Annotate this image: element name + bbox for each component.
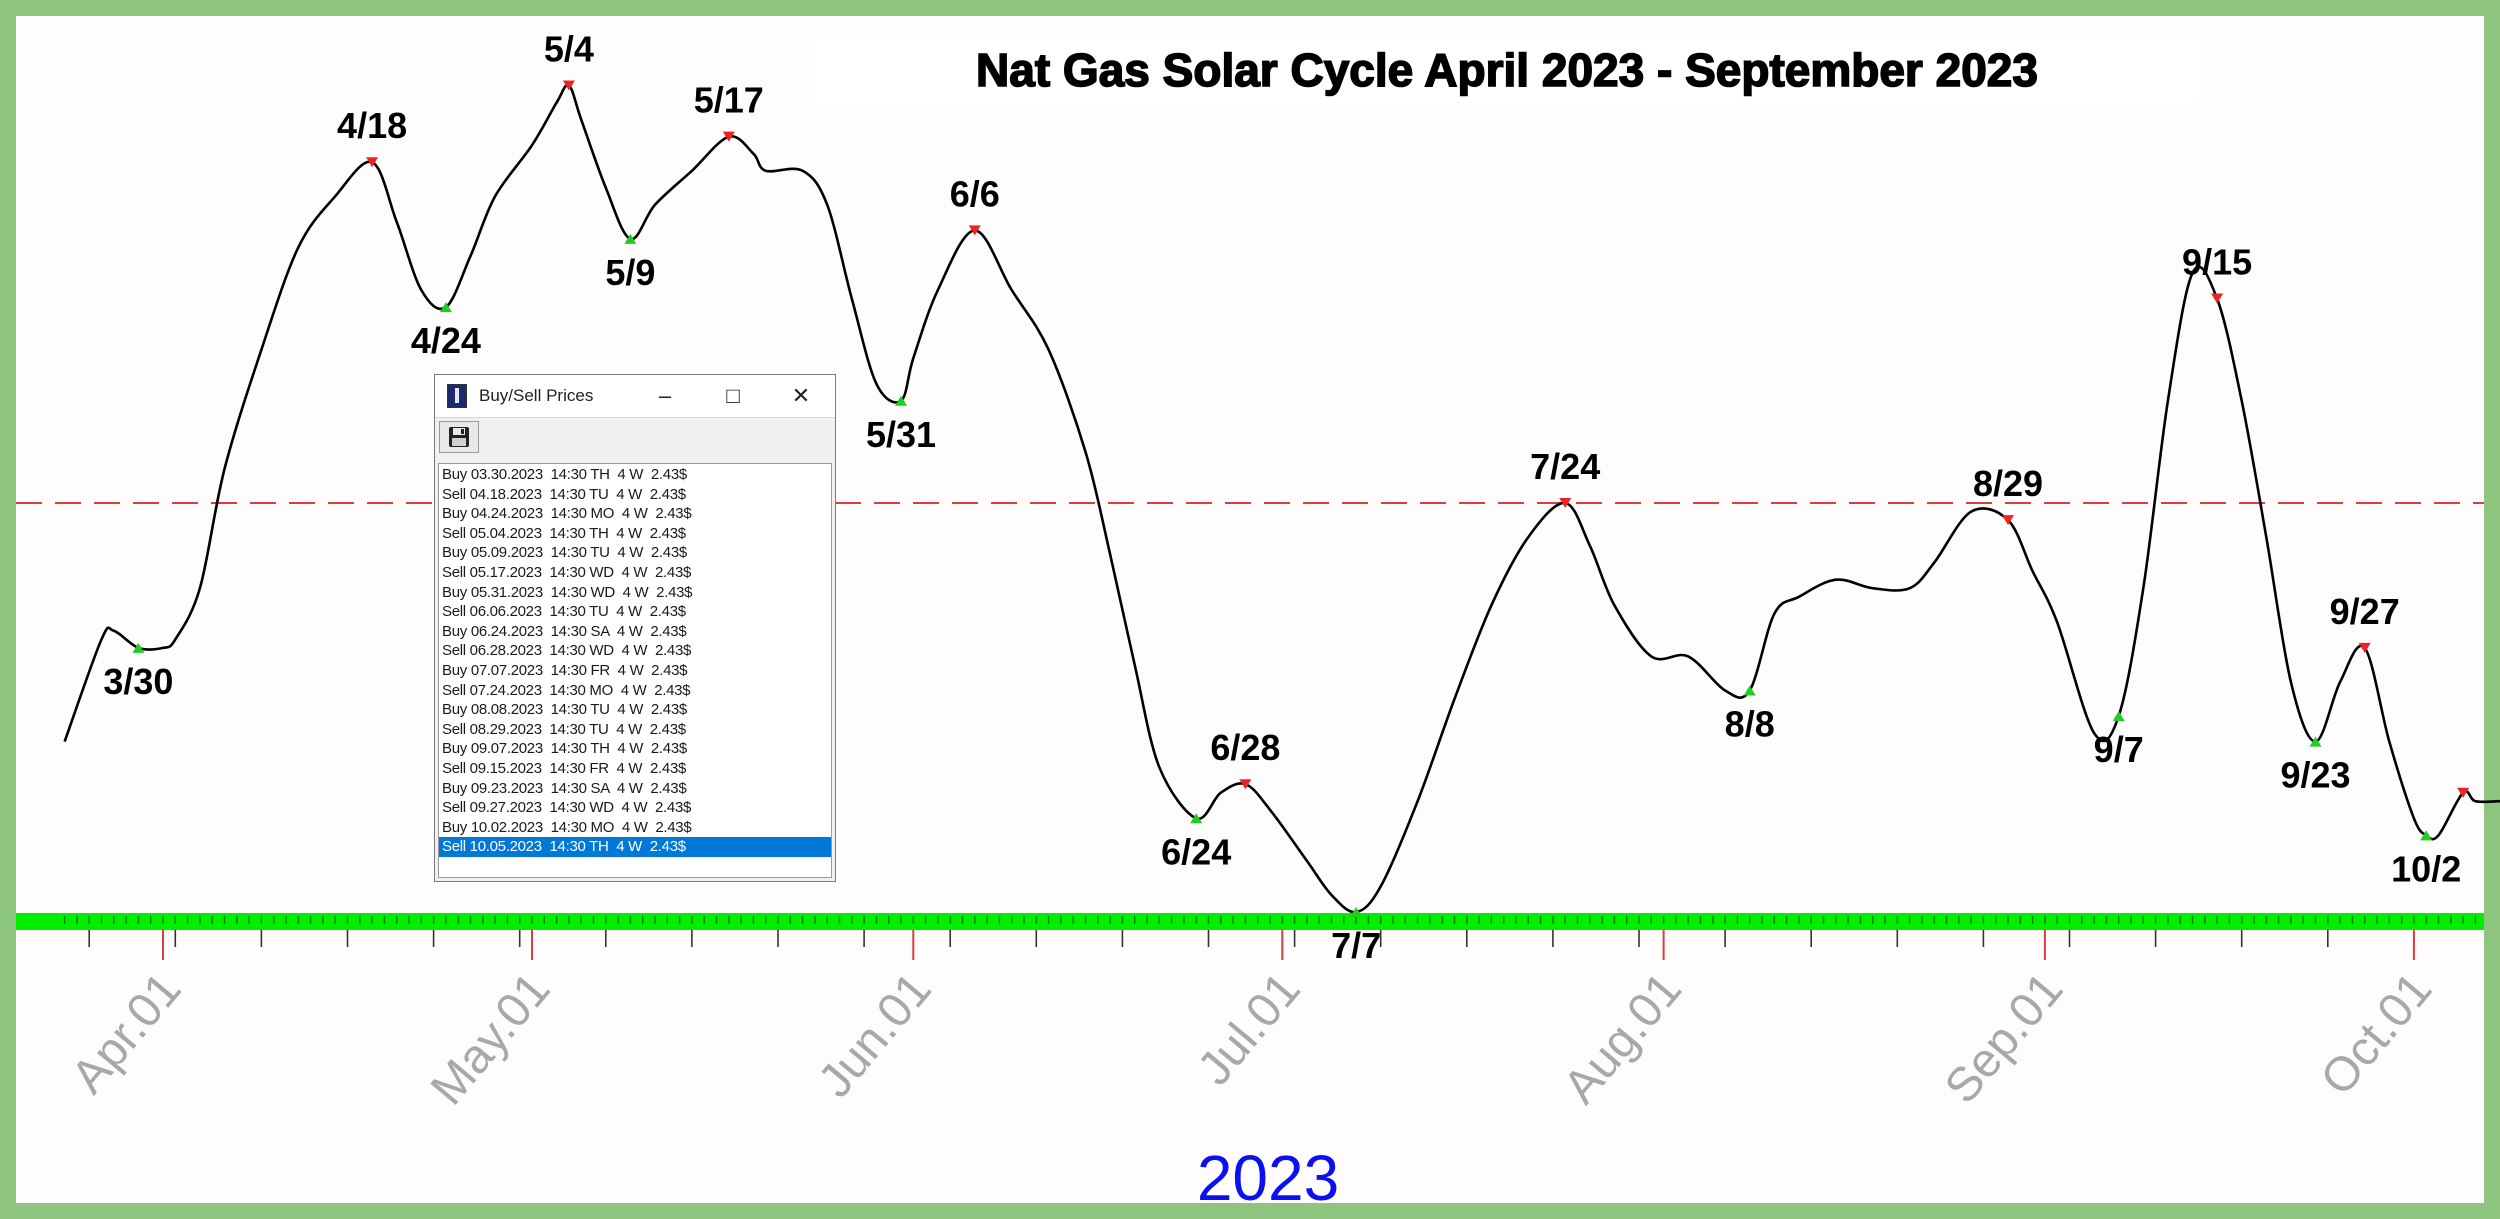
- sell-marker: [2457, 787, 2470, 798]
- year-label: 2023: [1197, 1142, 1339, 1214]
- sell-marker: [1239, 779, 1252, 790]
- buy-marker: [2420, 830, 2433, 841]
- turning-point-label: 9/15: [2182, 242, 2252, 283]
- chart-title-group: Nat Gas Solar Cycle April 2023 - Septemb…: [815, 34, 2200, 104]
- sell-marker: [562, 80, 575, 91]
- axis-bar: [16, 913, 2484, 930]
- price-list-row[interactable]: Sell 04.18.2023 14:30 TU 4 W 2.43$: [442, 485, 686, 503]
- price-list[interactable]: Buy 03.30.2023 14:30 TH 4 W 2.43$ Sell 04…: [438, 463, 832, 878]
- turning-point-markers: [132, 80, 2470, 917]
- x-tick-label: Jul.01: [1188, 963, 1311, 1095]
- turning-point-label: 9/23: [2280, 755, 2350, 796]
- price-list-row[interactable]: Sell 08.29.2023 14:30 TU 4 W 2.43$: [442, 720, 686, 738]
- turning-point-label: 6/28: [1210, 727, 1280, 768]
- price-list-row[interactable]: Buy 07.07.2023 14:30 FR 4 W 2.43$: [442, 661, 688, 679]
- buy-marker: [2112, 711, 2125, 722]
- turning-point-label: 7/24: [1530, 446, 1600, 487]
- window-titlebar[interactable]: Buy/Sell Prices – □ ✕: [435, 375, 835, 417]
- sell-marker: [722, 131, 735, 142]
- turning-point-label: 9/27: [2330, 591, 2400, 632]
- price-list-row[interactable]: Buy 03.30.2023 14:30 TH 4 W 2.43$: [442, 466, 687, 483]
- sell-marker: [366, 157, 379, 168]
- price-list-row[interactable]: Sell 06.06.2023 14:30 TU 4 W 2.43$: [442, 603, 686, 621]
- x-tick-label: May.01: [421, 963, 560, 1115]
- price-list-row[interactable]: Sell 09.15.2023 14:30 FR 4 W 2.43$: [442, 759, 687, 777]
- turning-point-label: 6/6: [950, 173, 1000, 214]
- buy-marker: [1743, 685, 1756, 696]
- sell-marker: [2358, 642, 2371, 653]
- maximize-button[interactable]: □: [726, 383, 740, 408]
- turning-point-label: 8/8: [1725, 703, 1775, 744]
- x-axis: Apr.01 May.01 Jun.01 Jul.01 Aug.01 Sep.01 Oct.…: [16, 913, 2484, 1115]
- price-list-row[interactable]: Buy 05.09.2023 14:30 TU 4 W 2.43$: [442, 544, 687, 562]
- sell-marker: [1559, 498, 1572, 509]
- price-list-row[interactable]: Buy 09.23.2023 14:30 SA 4 W 2.43$: [442, 779, 687, 797]
- price-list-row[interactable]: Buy 06.24.2023 14:30 SA 4 W 2.43$: [442, 622, 687, 640]
- price-list-row[interactable]: Sell 09.27.2023 14:30 WD 4 W 2.43$: [442, 799, 692, 817]
- x-tick-label: Jun.01: [808, 963, 941, 1107]
- buy-marker: [2309, 736, 2322, 747]
- save-button[interactable]: [439, 421, 479, 453]
- buy-marker: [132, 642, 145, 653]
- x-tick-label: Aug.01: [1554, 963, 1692, 1114]
- turning-point-label: 8/29: [1973, 463, 2043, 504]
- x-tick-label: Oct.01: [2311, 963, 2442, 1105]
- sell-marker: [968, 225, 981, 236]
- turning-point-label: 10/2: [2391, 848, 2461, 889]
- buy-sell-prices-window[interactable]: Buy/Sell Prices – □ ✕ Buy 03.30.2023 14:…: [434, 374, 836, 882]
- buy-marker: [439, 302, 452, 313]
- turning-point-label: 4/24: [411, 320, 481, 361]
- minimize-button[interactable]: –: [658, 383, 672, 408]
- price-list-row[interactable]: Sell 05.17.2023 14:30 WD 4 W 2.43$: [442, 563, 692, 581]
- turning-point-labels: 3/30 4/18 4/24 5/4 5/9 5/17 5/31 6/6 6/24 6/28 7/7…: [103, 29, 2461, 966]
- window-controls: – □ ✕: [631, 375, 835, 417]
- price-list-row[interactable]: Buy 04.24.2023 14:30 MO 4 W 2.43$: [442, 505, 692, 523]
- buy-marker: [895, 395, 907, 406]
- turning-point-label: 5/17: [694, 80, 764, 121]
- price-list-row[interactable]: Sell 10.05.2023 14:30 TH 4 W 2.43$: [439, 837, 831, 857]
- price-list-row[interactable]: Sell 06.28.2023 14:30 WD 4 W 2.43$: [442, 642, 692, 660]
- price-list-row[interactable]: Sell 05.04.2023 14:30 TH 4 W 2.43$: [442, 524, 686, 542]
- turning-point-label: 9/7: [2094, 729, 2144, 770]
- turning-point-label: 5/9: [605, 252, 655, 293]
- sell-marker: [2002, 515, 2014, 526]
- floppy-disk-icon: [449, 427, 469, 447]
- x-tick-label: Sep.01: [1935, 963, 2073, 1114]
- price-list-row[interactable]: Sell 07.24.2023 14:30 MO 4 W 2.43$: [442, 681, 691, 699]
- chart-title: Nat Gas Solar Cycle April 2023 - Septemb…: [976, 44, 2038, 96]
- turning-point-label: 6/24: [1161, 831, 1231, 872]
- turning-point-label: 3/30: [103, 661, 173, 702]
- cycle-line: [63, 83, 2500, 914]
- chart-title-box: [815, 34, 2200, 104]
- turning-point-label: 4/18: [337, 105, 407, 146]
- buy-marker: [1190, 813, 1203, 824]
- buy-marker: [1350, 907, 1363, 917]
- buy-marker: [624, 233, 637, 244]
- price-list-row[interactable]: Buy 09.07.2023 14:30 TH 4 W 2.43$: [442, 740, 687, 758]
- x-tick-label: Apr.01: [62, 963, 192, 1103]
- turning-point-label: 5/31: [866, 414, 936, 455]
- sell-marker: [2211, 293, 2224, 304]
- price-list-row[interactable]: Buy 08.08.2023 14:30 TU 4 W 2.43$: [442, 701, 687, 719]
- window-title: Buy/Sell Prices: [479, 386, 594, 405]
- app-icon: [447, 384, 467, 408]
- price-list-row[interactable]: Buy 05.31.2023 14:30 WD 4 W 2.43$: [442, 583, 693, 601]
- turning-point-label: 7/7: [1331, 925, 1381, 966]
- window-toolbar: [435, 417, 835, 456]
- close-button[interactable]: ✕: [791, 383, 811, 408]
- turning-point-label: 5/4: [544, 29, 594, 70]
- price-list-row[interactable]: Buy 10.02.2023 14:30 MO 4 W 2.43$: [442, 818, 692, 836]
